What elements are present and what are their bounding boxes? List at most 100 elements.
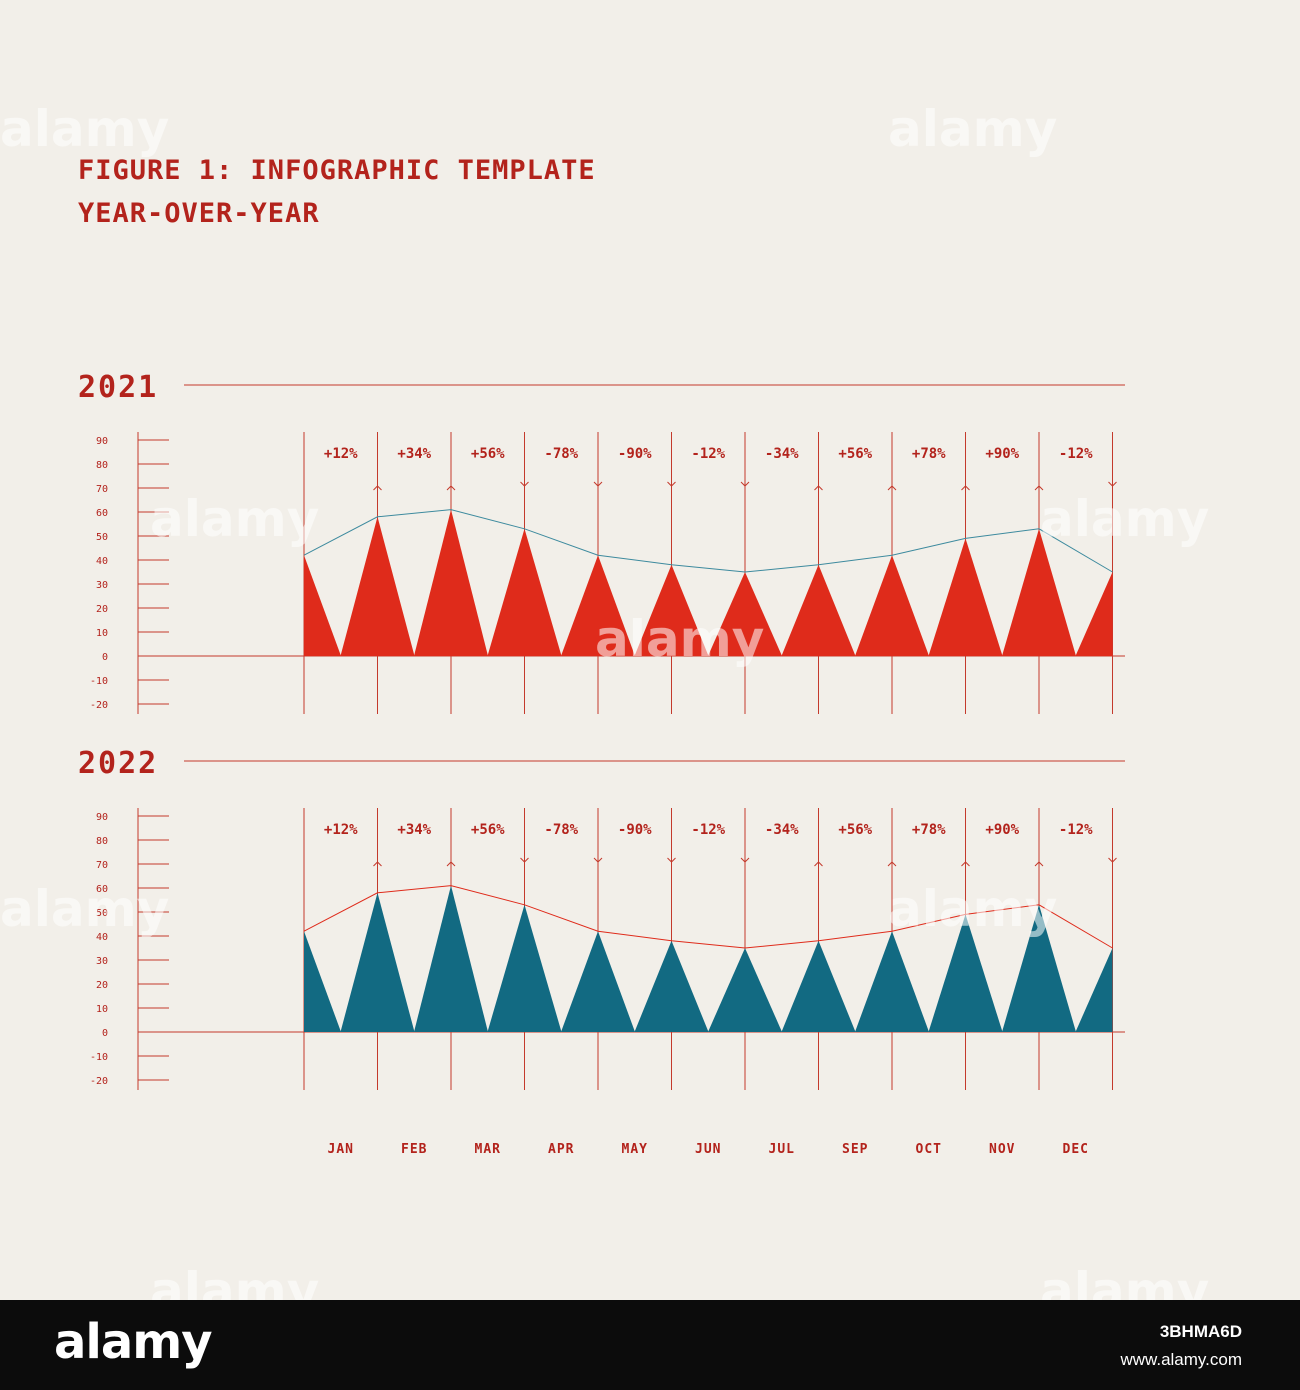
arrow-up-icon: [814, 861, 823, 867]
month-label: JUL: [769, 1142, 795, 1157]
arrow-up-icon: [373, 861, 382, 867]
arrow-up-icon: [887, 861, 897, 867]
month-label: JAN: [328, 1142, 354, 1157]
figure-title: FIGURE 1: INFOGRAPHIC TEMPLATE: [78, 155, 596, 186]
change-label: +12%: [324, 822, 358, 838]
change-label: +34%: [397, 822, 431, 838]
arrow-down-icon: [1108, 857, 1117, 863]
change-label: -90%: [618, 822, 652, 838]
arrow-down-icon: [667, 857, 676, 863]
month-label: MAR: [475, 1142, 501, 1157]
area-peak: [304, 931, 341, 1032]
change-label: -34%: [765, 446, 799, 462]
change-label: -12%: [691, 446, 725, 462]
change-label: +90%: [985, 822, 1019, 838]
month-label: APR: [548, 1142, 574, 1157]
area-peak: [304, 555, 341, 656]
y-tick-label: 10: [96, 628, 108, 639]
change-label: +56%: [471, 822, 505, 838]
stock-code: 3BHMA6D: [1159, 1322, 1242, 1341]
area-peak: [561, 555, 635, 656]
y-tick-label: 70: [96, 484, 108, 495]
month-label: SEP: [842, 1142, 868, 1157]
change-label: -78%: [544, 822, 578, 838]
stock-footer: alamy 3BHMA6D www.alamy.com: [0, 1300, 1300, 1390]
y-tick-label: 40: [96, 556, 108, 567]
area-peak: [928, 538, 1003, 656]
y-tick-label: 20: [96, 604, 108, 615]
y-tick-label: -20: [90, 700, 108, 711]
change-label: +56%: [838, 822, 872, 838]
year-over-year-charts: 2021 90 80 70 60 50 40 30 20 10 0 -10 -20 +12% +34% +56…: [78, 370, 1125, 1157]
arrow-down-icon: [593, 481, 603, 487]
month-label: DEC: [1063, 1142, 1089, 1157]
change-label: +78%: [912, 446, 946, 462]
area-peak: [634, 564, 709, 656]
y-tick-label: 20: [96, 980, 108, 991]
chart-panel-2022: 2022 90 80 70 60 50 40 30 20 10 0 -10 -20 +12% +34% +56…: [78, 746, 1125, 1090]
arrow-down-icon: [520, 481, 529, 487]
chart-panel-2021: 2021 90 80 70 60 50 40 30 20 10 0 -10 -20 +12% +34% +56…: [78, 370, 1125, 714]
arrow-down-icon: [667, 481, 676, 487]
y-tick-label: 10: [96, 1004, 108, 1015]
area-peak: [781, 564, 856, 656]
arrow-up-icon: [446, 861, 456, 867]
alamy-logo: alamy: [54, 1314, 213, 1370]
y-tick-label: 80: [96, 460, 108, 471]
y-tick-label: 50: [96, 532, 108, 543]
change-label: -90%: [618, 446, 652, 462]
trend-line: [303, 509, 1113, 573]
y-tick-label: 60: [96, 884, 108, 895]
y-tick-label: 60: [96, 508, 108, 519]
arrow-up-icon: [1034, 861, 1044, 867]
y-tick-label: -10: [90, 1052, 108, 1063]
area-peak: [561, 931, 635, 1032]
change-label: +34%: [397, 446, 431, 462]
y-tick-label: 90: [96, 812, 108, 823]
y-tick-label: 50: [96, 908, 108, 919]
area-peak: [1002, 528, 1076, 656]
arrow-up-icon: [814, 485, 823, 491]
area-peak: [1002, 904, 1076, 1032]
panel-year-label: 2022: [78, 746, 158, 781]
area-peak: [487, 904, 562, 1032]
y-tick-label: 30: [96, 580, 108, 591]
area-peak: [708, 572, 782, 656]
infographic-page: FIGURE 1: INFOGRAPHIC TEMPLATE YEAR-OVER…: [0, 100, 1210, 1320]
arrow-down-icon: [1108, 481, 1117, 487]
change-label: -12%: [691, 822, 725, 838]
arrow-up-icon: [887, 485, 897, 491]
arrow-up-icon: [373, 485, 382, 491]
change-label: -12%: [1059, 446, 1093, 462]
area-peak: [855, 555, 929, 656]
change-label: -34%: [765, 822, 799, 838]
change-label: +78%: [912, 822, 946, 838]
trend-line: [303, 885, 1113, 949]
month-label: JUN: [695, 1142, 721, 1157]
y-tick-label: 80: [96, 836, 108, 847]
area-peak: [855, 931, 929, 1032]
area-peak: [340, 892, 415, 1032]
month-label: NOV: [989, 1142, 1015, 1157]
area-peak: [1075, 948, 1113, 1032]
month-label: FEB: [401, 1142, 427, 1157]
panel-year-label: 2021: [78, 370, 158, 405]
area-peak: [928, 914, 1003, 1032]
y-tick-label: 0: [102, 1028, 108, 1039]
y-tick-label: 40: [96, 932, 108, 943]
area-peak: [414, 509, 488, 656]
figure-subtitle: YEAR-OVER-YEAR: [78, 198, 320, 229]
change-label: +56%: [838, 446, 872, 462]
arrow-down-icon: [520, 857, 529, 863]
arrow-down-icon: [740, 857, 750, 863]
y-tick-label: 0: [102, 652, 108, 663]
month-label: OCT: [916, 1142, 942, 1157]
arrow-up-icon: [961, 861, 970, 867]
arrow-up-icon: [446, 485, 456, 491]
area-peak: [487, 528, 562, 656]
change-label: -12%: [1059, 822, 1093, 838]
stock-url: www.alamy.com: [1120, 1350, 1242, 1369]
y-tick-label: 30: [96, 956, 108, 967]
month-label: MAY: [622, 1142, 648, 1157]
y-tick-label: 70: [96, 860, 108, 871]
